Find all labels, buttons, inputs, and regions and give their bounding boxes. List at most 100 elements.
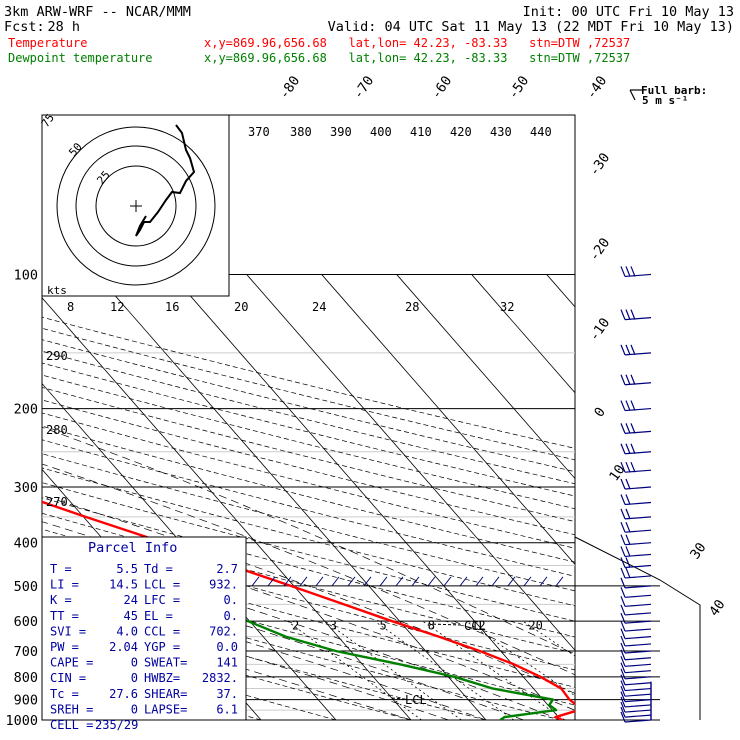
temperature-legend: Temperature <box>8 36 87 50</box>
mixing-ratio-label-8: 8 <box>428 619 435 633</box>
wind-barb-flag <box>625 344 631 356</box>
wind-barb-flag <box>620 546 626 557</box>
theta-e-label-400: 400 <box>370 125 392 139</box>
parcel-value: 0 <box>131 671 138 685</box>
pressure-label-200: 200 <box>14 402 38 418</box>
mixing-ratio-line <box>324 620 462 720</box>
theta-e-label-270: 270 <box>46 495 68 509</box>
wind-barb-flag <box>625 374 631 385</box>
temperature-tick-10: 10 <box>606 462 628 485</box>
wind-barb-flag <box>620 680 626 691</box>
parcel-value: 0.0 <box>216 640 238 654</box>
wind-barb-flag <box>620 596 626 607</box>
dry-adiabat <box>42 497 575 638</box>
wind-barb-500 <box>283 576 292 587</box>
wind-barb <box>620 567 652 579</box>
wind-barb <box>620 691 652 703</box>
wind-barb-500 <box>347 576 356 587</box>
wind-barb <box>620 620 652 632</box>
isotherm-line <box>396 274 575 480</box>
parcel-key: SREH = <box>50 702 93 716</box>
wind-barb-flag <box>630 461 636 473</box>
parcel-info-frame <box>41 536 247 721</box>
theta-e-labels: 370 380 390 400 410 420 430 440 290 280 … <box>46 125 552 509</box>
wind-barb-flag <box>620 309 626 320</box>
dewpoint-legend: Dewpoint temperature <box>8 51 153 65</box>
parcel-key: CAPE = <box>50 656 93 670</box>
wind-barb-shaft <box>624 719 652 723</box>
wind-barb <box>620 711 652 723</box>
parcel-row: SREH = 0 LAPSE= 6.1 <box>50 702 238 716</box>
mixing-ratio-line <box>374 620 515 720</box>
wind-barb <box>620 612 652 624</box>
init-time: Init: 00 UTC Fri 10 May 13 <box>523 4 734 20</box>
theta-e-label-390: 390 <box>330 125 352 139</box>
wind-barb-flag <box>630 423 636 434</box>
parcel-row: PW = 2.04 YGP = 0.0 <box>50 640 238 654</box>
wind-barb-shaft <box>624 657 652 661</box>
temperature-tick--80: -80 <box>276 73 303 102</box>
parcel-row: CELL = 235/29 <box>50 718 138 732</box>
wind-barb-500 <box>267 576 276 587</box>
wind-barb-shaft <box>624 699 652 703</box>
wind-barb-500 <box>379 576 388 587</box>
wind-barb-flag <box>620 612 626 624</box>
wind-barb <box>620 674 652 686</box>
dewpoint-location: x,y=869.96,656.68 lat,lon= 42.23, -83.33… <box>204 51 630 65</box>
wind-barb-flag <box>625 494 631 505</box>
parcel-value: 6.1 <box>216 702 238 716</box>
dry-adiabat <box>42 597 487 720</box>
parcel-value: 14.5 <box>109 578 138 592</box>
wind-barb-flag <box>620 587 626 598</box>
parcel-row: K = 24 LFC = 0. <box>50 593 238 607</box>
wind-barb-shaft <box>624 663 652 667</box>
parcel-key: LI = <box>50 578 79 592</box>
wind-barb-flag <box>620 620 626 632</box>
wind-barb <box>620 680 652 692</box>
wind-barb-flag <box>625 567 631 579</box>
wind-barb <box>620 587 652 598</box>
wind-barb-shaft <box>624 643 652 647</box>
wind-barb-flag <box>620 691 626 702</box>
parcel-value: 5.5 <box>116 562 138 576</box>
parcel-value: 702. <box>209 624 238 638</box>
parcel-key: LAPSE= <box>144 702 187 716</box>
parcel-row: CAPE = 0 SWEAT= 141 <box>50 656 238 670</box>
hodograph-ring-75 <box>56 126 216 286</box>
wind-barb-flag <box>630 374 636 385</box>
parcel-row: SVI = 4.0 CCL = 702. <box>50 624 238 638</box>
parcel-value: 141 <box>216 656 238 670</box>
wind-barb-shaft <box>624 603 652 607</box>
speed-tick-20: 20 <box>234 300 248 314</box>
hodograph-trace <box>135 124 196 237</box>
parcel-key: SVI = <box>50 624 86 638</box>
wind-barb-flag <box>620 706 626 718</box>
wind-barb-flag <box>625 521 631 533</box>
ccl-label: CCL <box>464 619 486 633</box>
mixing-ratio-label-5: 5 <box>380 619 387 633</box>
wind-barb-shaft <box>624 636 652 640</box>
wind-barb-flag <box>630 443 636 454</box>
wind-barb-flag <box>630 344 636 356</box>
wind-barb-flag <box>620 461 626 473</box>
parcel-value: 0. <box>224 593 238 607</box>
pressure-axis-labels: 100 200 300 400 500 600 700 800 900 1000 <box>5 267 38 729</box>
lcl-marker <box>391 697 405 700</box>
forecast-hour: 28 h <box>47 19 80 35</box>
isotherm-line <box>96 274 487 720</box>
speed-tick-labels: 8 12 16 20 24 28 32 <box>67 300 514 314</box>
wind-barb-flag <box>620 668 626 680</box>
wind-barb-flag <box>625 266 631 277</box>
dry-adiabat <box>42 528 575 671</box>
wind-barb-500 <box>459 576 468 587</box>
temperature-location: x,y=869.96,656.68 lat,lon= 42.23, -83.33… <box>204 36 630 50</box>
wind-barb <box>620 706 652 718</box>
wind-barb-flag <box>625 443 631 454</box>
valid-time: Valid: 04 UTC Sat 11 May 13 (22 MDT Fri … <box>328 19 734 35</box>
wind-barb-flag <box>620 400 626 411</box>
parcel-key: SHEAR= <box>144 687 187 701</box>
parcel-row: CIN = 0 HWBZ= 2832. <box>50 671 238 685</box>
wind-barb-flag <box>620 649 626 660</box>
theta-e-label-410: 410 <box>410 125 432 139</box>
pressure-label-800: 800 <box>14 670 38 686</box>
